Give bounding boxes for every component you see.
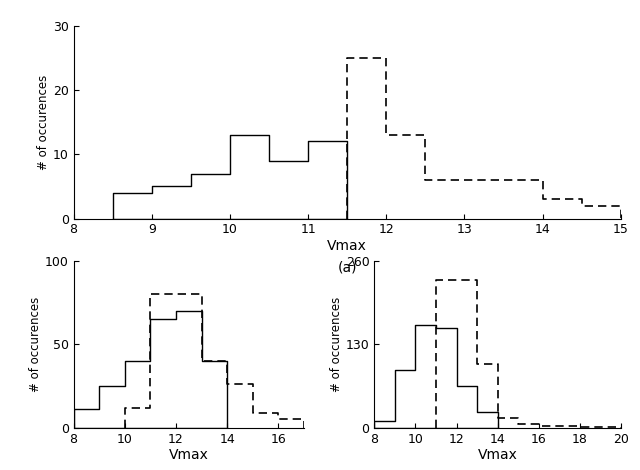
Y-axis label: # of occurences: # of occurences [330,297,343,392]
X-axis label: Vmax: Vmax [169,448,209,462]
Y-axis label: # of occurences: # of occurences [37,75,50,170]
X-axis label: Vmax: Vmax [327,239,367,253]
Y-axis label: # of occurences: # of occurences [29,297,42,392]
X-axis label: Vmax: Vmax [477,448,518,462]
Text: (a): (a) [337,261,357,275]
